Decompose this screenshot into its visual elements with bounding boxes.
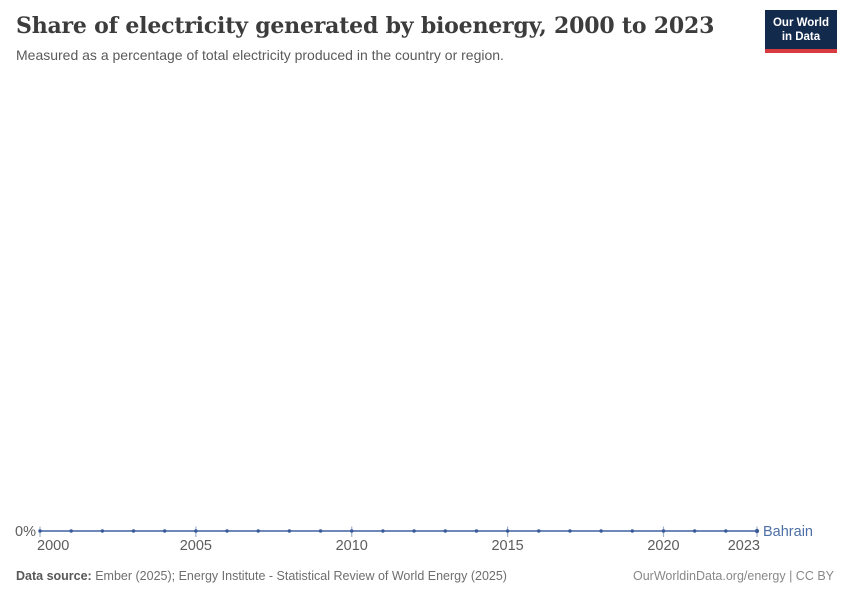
x-axis-label-2015: 2015 [491, 538, 523, 554]
data-point-2009[interactable] [318, 529, 323, 533]
entity-label-bahrain[interactable]: Bahrain [763, 524, 813, 540]
data-point-2021[interactable] [692, 529, 697, 533]
data-point-2000[interactable] [38, 529, 42, 533]
chart-title: Share of electricity generated by bioene… [16, 13, 715, 39]
data-point-2022[interactable] [724, 529, 728, 533]
data-point-2023[interactable] [754, 528, 760, 534]
data-point-2019[interactable] [630, 529, 635, 533]
data-point-2012[interactable] [412, 529, 416, 533]
data-point-2008[interactable] [287, 529, 292, 533]
owid-logo-line2: in Data [781, 31, 821, 43]
chart-header: Share of electricity generated by bioene… [16, 13, 750, 65]
data-point-2005[interactable] [194, 529, 198, 533]
data-source-note: Data source: Ember (2025); Energy Instit… [16, 568, 507, 584]
x-axis-label-2010: 2010 [336, 538, 368, 554]
data-point-2018[interactable] [599, 529, 603, 533]
x-axis-label-2000: 2000 [37, 538, 69, 554]
owid-logo-line1: Our World [772, 17, 829, 29]
x-axis-label-2020: 2020 [647, 538, 679, 554]
data-point-2013[interactable] [443, 529, 447, 533]
data-point-2003[interactable] [131, 529, 136, 533]
data-point-2002[interactable] [100, 529, 105, 533]
data-source-text: Ember (2025); Energy Institute - Statist… [91, 569, 507, 583]
y-axis-label-0%: 0% [15, 524, 36, 540]
data-point-2020[interactable] [661, 529, 666, 533]
data-source-label: Data source: [16, 569, 92, 583]
footer-license-link[interactable]: OurWorldinData.org/energy | CC BY [632, 569, 834, 583]
data-point-2007[interactable] [256, 529, 260, 533]
data-point-2017[interactable] [568, 529, 572, 533]
data-point-2006[interactable] [225, 529, 229, 533]
data-point-2004[interactable] [162, 529, 167, 533]
x-axis-label-2005: 2005 [180, 538, 212, 554]
data-point-2010[interactable] [350, 529, 354, 533]
owid-logo[interactable]: Our World in Data [764, 10, 837, 53]
x-axis-label-2023: 2023 [728, 538, 760, 554]
data-point-2016[interactable] [537, 529, 541, 533]
data-point-2011[interactable] [381, 529, 385, 533]
data-point-2014[interactable] [474, 529, 479, 533]
chart-subtitle: Measured as a percentage of total electr… [16, 47, 504, 64]
data-point-2015[interactable] [505, 529, 510, 533]
data-point-2001[interactable] [69, 529, 73, 533]
chart-footer: Data source: Ember (2025); Energy Instit… [16, 568, 834, 584]
